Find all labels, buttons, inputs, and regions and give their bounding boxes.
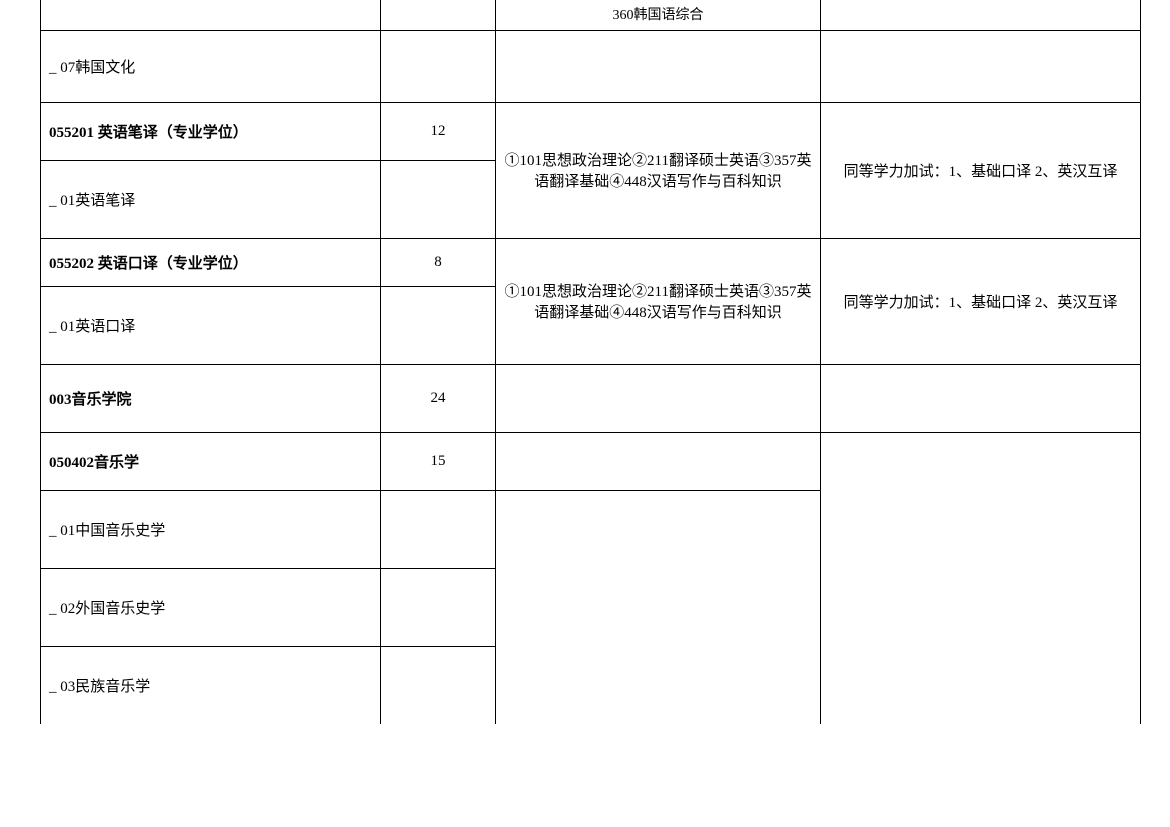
cell-quota: 8 [381,238,496,286]
enrollment-table: 360韩国语综合 _ 07韩国文化 055201 英语笔译（专业学位） 12 ①… [40,0,1141,724]
cell-notes [821,30,1141,102]
major-text: 055202 英语口译（专业学位） [49,256,248,272]
cell-quota [381,568,496,646]
cell-quota [381,0,496,30]
table-row: 360韩国语综合 [41,0,1141,30]
cell-exam: ①101思想政治理论②211翻译硕士英语③357英语翻译基础④448汉语写作与百… [496,102,821,238]
major-text: _ 01中国音乐史学 [49,523,165,539]
major-text: _ 02外国音乐史学 [49,601,165,617]
major-text: _ 03民族音乐学 [49,679,150,695]
cell-notes [821,432,1141,724]
cell-major: _ 02外国音乐史学 [41,568,381,646]
cell-quota [381,30,496,102]
cell-major: 055202 英语口译（专业学位） [41,238,381,286]
cell-major: _ 03民族音乐学 [41,646,381,724]
quota-text: 12 [431,123,446,139]
cell-major: _ 01英语口译 [41,286,381,364]
cell-quota [381,646,496,724]
cell-quota [381,160,496,238]
cell-exam [496,432,821,490]
cell-quota: 15 [381,432,496,490]
major-text: _ 01英语口译 [49,319,135,335]
exam-text: ①101思想政治理论②211翻译硕士英语③357英语翻译基础④448汉语写作与百… [505,284,812,321]
cell-exam [496,30,821,102]
cell-major: _ 01英语笔译 [41,160,381,238]
cell-notes [821,0,1141,30]
cell-exam: 360韩国语综合 [496,0,821,30]
cell-major: 003音乐学院 [41,364,381,432]
cell-exam: ①101思想政治理论②211翻译硕士英语③357英语翻译基础④448汉语写作与百… [496,238,821,364]
notes-text: 同等学力加试：1、基础口译 2、英汉互译 [844,164,1118,180]
cell-notes [821,364,1141,432]
enrollment-table-container: 360韩国语综合 _ 07韩国文化 055201 英语笔译（专业学位） 12 ①… [40,0,1140,724]
cell-notes: 同等学力加试：1、基础口译 2、英汉互译 [821,102,1141,238]
cell-exam [496,364,821,432]
cell-major [41,0,381,30]
cell-quota [381,490,496,568]
cell-major: 055201 英语笔译（专业学位） [41,102,381,160]
exam-text: ①101思想政治理论②211翻译硕士英语③357英语翻译基础④448汉语写作与百… [505,153,812,190]
cell-quota: 12 [381,102,496,160]
table-row: 055202 英语口译（专业学位） 8 ①101思想政治理论②211翻译硕士英语… [41,238,1141,286]
table-row: 050402音乐学 15 [41,432,1141,490]
major-text: _ 01英语笔译 [49,193,135,209]
notes-text: 同等学力加试：1、基础口译 2、英汉互译 [844,295,1118,311]
major-text: 050402音乐学 [49,455,139,471]
cell-major: 050402音乐学 [41,432,381,490]
table-row: 003音乐学院 24 [41,364,1141,432]
major-text: _ 07韩国文化 [49,60,135,76]
quota-text: 24 [431,390,446,406]
cell-quota: 24 [381,364,496,432]
exam-text: 360韩国语综合 [613,8,704,23]
quota-text: 15 [431,453,446,469]
cell-exam [496,490,821,724]
table-row: 055201 英语笔译（专业学位） 12 ①101思想政治理论②211翻译硕士英… [41,102,1141,160]
cell-quota [381,286,496,364]
major-text: 055201 英语笔译（专业学位） [49,125,248,141]
cell-notes: 同等学力加试：1、基础口译 2、英汉互译 [821,238,1141,364]
major-text: 003音乐学院 [49,392,132,408]
cell-major: _ 07韩国文化 [41,30,381,102]
table-row: _ 07韩国文化 [41,30,1141,102]
cell-major: _ 01中国音乐史学 [41,490,381,568]
quota-text: 8 [434,254,442,270]
